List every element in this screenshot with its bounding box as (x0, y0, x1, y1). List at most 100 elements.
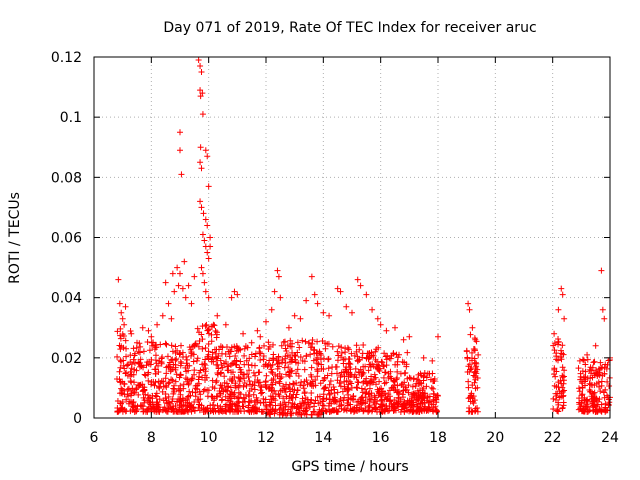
data-point (394, 389, 401, 396)
data-point (292, 352, 299, 359)
data-point (594, 370, 601, 377)
data-point (183, 353, 190, 360)
data-point (382, 407, 389, 414)
data-point (140, 348, 147, 355)
data-point (245, 367, 252, 374)
data-point (148, 339, 155, 346)
data-point (140, 406, 147, 413)
data-point (596, 372, 603, 379)
x-tick-label: 12 (257, 430, 275, 446)
data-point (314, 350, 321, 357)
data-point (344, 344, 351, 351)
data-point (435, 333, 441, 340)
data-point (303, 297, 310, 304)
data-point (156, 385, 163, 392)
data-point (128, 330, 135, 337)
data-point (159, 388, 166, 395)
data-point (188, 352, 195, 359)
data-point (199, 111, 206, 118)
data-point (205, 255, 212, 262)
data-point (240, 383, 247, 390)
data-point (116, 368, 123, 375)
data-point (345, 381, 352, 388)
data-point (406, 374, 413, 381)
data-point (245, 373, 252, 380)
data-point (199, 231, 206, 238)
data-point (561, 367, 568, 374)
data-point (366, 395, 373, 402)
data-point (331, 390, 338, 397)
data-point (579, 391, 586, 398)
data-point (393, 399, 400, 406)
data-point (184, 376, 191, 383)
data-point (122, 303, 129, 310)
data-point (174, 398, 181, 405)
data-point (198, 165, 205, 172)
data-point (217, 357, 224, 364)
data-point (337, 288, 344, 295)
data-point (555, 306, 562, 313)
data-point (141, 397, 148, 404)
data-point (301, 390, 308, 397)
data-point (235, 374, 242, 381)
data-point (589, 364, 596, 371)
data-point (207, 234, 214, 241)
data-point (168, 366, 175, 373)
data-point (283, 348, 290, 355)
data-point (317, 356, 324, 363)
data-point (217, 390, 224, 397)
data-point (234, 291, 241, 298)
data-point (386, 355, 393, 362)
data-point (252, 398, 259, 405)
data-point (196, 388, 203, 395)
data-point (338, 344, 345, 351)
data-point (137, 343, 144, 350)
data-point (278, 374, 285, 381)
data-point (139, 388, 146, 395)
data-point (430, 377, 437, 384)
data-point (341, 373, 348, 380)
data-point (173, 371, 180, 378)
data-point (394, 402, 401, 409)
data-point (353, 348, 360, 355)
data-point (409, 383, 416, 390)
data-point (471, 360, 478, 367)
data-point (357, 366, 364, 373)
data-point (185, 282, 192, 289)
data-point (132, 386, 139, 393)
data-point (122, 337, 129, 344)
data-point (376, 378, 383, 385)
data-point (244, 344, 251, 351)
data-point (323, 408, 330, 415)
data-point (169, 398, 176, 405)
data-point (195, 376, 202, 383)
data-point (357, 282, 364, 289)
data-point (278, 342, 285, 349)
data-point (389, 384, 396, 391)
data-point (330, 384, 337, 391)
data-point (294, 339, 301, 346)
data-point (140, 364, 147, 371)
data-point (405, 389, 412, 396)
data-point (280, 383, 287, 390)
data-point (348, 350, 355, 357)
data-point (278, 405, 285, 412)
data-point (339, 388, 346, 395)
data-point (204, 153, 211, 160)
data-point (345, 386, 352, 393)
x-tick-label: 20 (486, 430, 504, 446)
data-point (470, 372, 477, 379)
data-point (314, 368, 321, 375)
data-point (248, 339, 255, 346)
data-point (418, 372, 425, 379)
data-point (169, 270, 176, 277)
data-point (217, 343, 224, 350)
data-point (314, 411, 321, 418)
data-point (601, 315, 608, 322)
data-point (373, 346, 380, 353)
data-point (354, 384, 361, 391)
data-point (433, 396, 440, 403)
data-point (289, 386, 296, 393)
data-point (337, 373, 344, 380)
data-point (308, 273, 315, 280)
